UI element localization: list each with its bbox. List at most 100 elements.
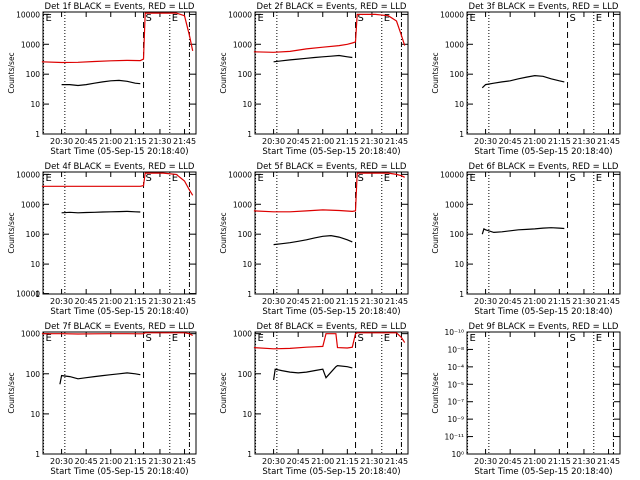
plot-frame [42,11,197,135]
y-tick-label: 100 [238,70,253,79]
events-series-line [481,227,565,235]
y-axis-label: Counts/sec [7,372,16,413]
y-tick-label: 10000 [440,170,464,179]
time-marker-label: S [146,333,152,344]
y-tick-label: 10 [30,100,40,109]
plot-frame [42,171,197,295]
y-tick-label: 1 [247,290,252,299]
x-tick-label: 21:30 [572,457,595,466]
lld-series-line [253,172,405,213]
time-marker-label: S [358,13,364,24]
y-tick-label: 100 [26,70,41,79]
x-tick-label: 20:45 [75,457,98,466]
panel-6: Det 6f BLACK = Events, RED = LLD 20:30 20:… [431,162,621,317]
x-tick-label: 20:45 [287,137,310,146]
x-tick-label: 21:00 [99,137,122,146]
x-tick-label: 21:45 [597,137,620,146]
panel-title: Det 3f BLACK = Events, RED = LLD [469,2,619,12]
panel-3: Det 3f BLACK = Events, RED = LLD 20:30 20:… [431,2,621,157]
y-tick-label: 10⁻⁴ [447,363,464,372]
y-tick-label: 10⁻⁷ [447,398,464,407]
y-tick-label: 1 [35,290,40,299]
y-tick-label: 10⁻⁸ [447,345,464,354]
x-tick-label: 21:30 [360,457,383,466]
x-tick-label: 20:30 [50,297,73,306]
panel-1: Det 1f BLACK = Events, RED = LLD 20:30 20:… [7,2,197,157]
time-marker-label: S [146,173,152,184]
y-tick-label: 100 [238,370,253,379]
y-tick-label: 10000 [16,290,40,299]
x-tick-label: 21:45 [385,457,408,466]
x-tick-label: 21:30 [148,457,171,466]
y-tick-label: 1 [35,450,40,459]
panel-title: Det 8f BLACK = Events, RED = LLD [257,322,407,332]
y-axis-label: Counts/sec [219,52,228,93]
x-tick-label: 20:30 [262,137,285,146]
time-marker-label: E [46,13,52,24]
time-marker-label: E [384,173,390,184]
y-axis-label: Counts/sec [431,52,440,93]
y-tick-label: 1 [459,130,464,139]
events-series-line [61,210,141,214]
y-tick-label: 1000 [445,200,464,209]
events-series-line [273,234,353,246]
x-tick-label: 20:45 [75,137,98,146]
x-tick-label: 20:30 [50,137,73,146]
x-tick-label: 20:30 [474,137,497,146]
y-tick-label: 100 [450,230,465,239]
x-tick-label: 20:30 [262,297,285,306]
y-tick-label: 10 [242,260,252,269]
x-tick-label: 21:45 [385,137,408,146]
x-tick-label: 21:30 [360,297,383,306]
x-tick-label: 21:00 [523,297,546,306]
panel-title: Det 5f BLACK = Events, RED = LLD [257,162,407,172]
x-tick-label: 20:45 [287,297,310,306]
y-tick-label: 10⁻⁹ [447,415,464,424]
panel-title: Det 6f BLACK = Events, RED = LLD [469,162,619,172]
y-tick-label: 10⁻¹⁰ [444,328,464,337]
events-series-line [481,74,565,89]
events-series-line [273,54,353,63]
x-tick-label: 20:45 [499,137,522,146]
y-tick-label: 1000 [21,330,40,339]
y-tick-label: 10000 [228,10,252,19]
time-marker-label: E [258,13,264,24]
x-tick-label: 21:30 [572,137,595,146]
time-marker-label: E [258,173,264,184]
y-tick-label: 1000 [21,40,40,49]
x-tick-label: 21:00 [311,137,334,146]
x-tick-label: 21:15 [336,297,359,306]
time-marker-label: S [570,333,576,344]
time-marker-label: E [470,333,476,344]
x-tick-label: 21:15 [124,137,147,146]
x-tick-label: 21:15 [124,457,147,466]
panel-5: Det 5f BLACK = Events, RED = LLD 20:30 20:… [219,162,409,317]
y-axis-label: Counts/sec [431,212,440,253]
x-axis-label: Start Time (05-Sep-15 20:18:40) [474,147,612,157]
x-tick-label: 21:15 [548,457,571,466]
x-tick-label: 21:00 [311,297,334,306]
plot-frame [466,171,621,295]
x-axis-label: Start Time (05-Sep-15 20:18:40) [474,307,612,317]
y-tick-label: 10 [242,410,252,419]
y-tick-label: 1 [247,450,252,459]
x-tick-label: 20:45 [499,297,522,306]
y-tick-label: 10 [454,260,464,269]
x-tick-label: 20:30 [474,297,497,306]
y-tick-label: 1000 [445,40,464,49]
x-tick-label: 21:15 [336,457,359,466]
x-tick-label: 21:00 [99,297,122,306]
x-tick-label: 20:30 [50,457,73,466]
x-tick-label: 21:30 [148,297,171,306]
y-tick-label: 1000 [233,40,252,49]
x-tick-label: 21:15 [336,137,359,146]
panel-title: Det 9f BLACK = Events, RED = LLD [469,322,619,332]
time-marker-label: E [596,173,602,184]
time-marker-label: E [384,13,390,24]
x-tick-label: 21:45 [597,297,620,306]
x-tick-label: 20:30 [262,457,285,466]
y-tick-label: 10000 [16,10,40,19]
plot-frame [42,331,197,455]
events-series-line [273,364,353,381]
